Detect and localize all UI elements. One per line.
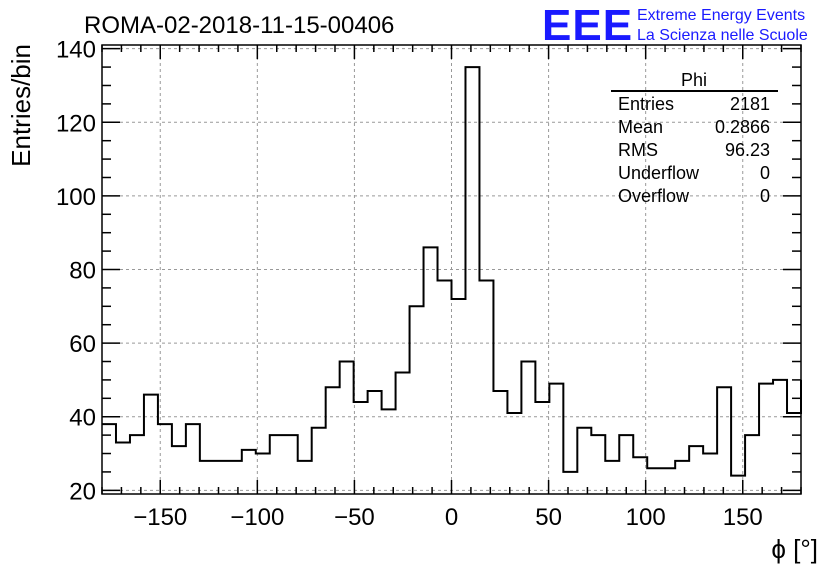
stats-value: 2181 [730,94,770,114]
stats-rows: Entries 2181 Mean 0.2866 RMS 96.23 Underflow 0 O… [618,94,770,206]
logo-letters: EEE [542,1,633,50]
x-tick-label: 0 [445,504,458,531]
x-axis-label: ϕ [°] [771,534,818,564]
stats-box-name: Phi [681,70,707,90]
stats-value: 0 [760,163,770,183]
y-tick-label: 80 [69,258,96,285]
eee-logo: EEE Extreme Energy Events La Scienza nel… [542,1,808,50]
chart-title: ROMA-02-2018-11-15-00406 [84,12,394,39]
stats-label: Overflow [618,186,690,206]
x-tick-label: −50 [334,504,375,531]
y-tick-label: 100 [56,184,96,211]
y-tick-label: 20 [69,478,96,505]
y-tick-label: 40 [69,405,96,432]
x-tick-label: −150 [133,504,187,531]
stats-label: Entries [618,94,674,114]
x-tick-label: 50 [535,504,562,531]
stats-label: RMS [618,140,658,160]
logo-line-2: La Scienza nelle Scuole [637,27,808,44]
y-axis-label: Entries/bin [6,44,36,167]
stats-box: Phi Entries 2181 Mean 0.2866 RMS 96.23 Underfl… [611,70,778,206]
stats-value: 0 [760,186,770,206]
x-tick-label: −100 [230,504,284,531]
stats-label: Mean [618,117,663,137]
axis-ticks [101,45,802,494]
stats-value: 96.23 [725,140,770,160]
y-tick-label: 140 [56,37,96,64]
grid-lines [102,45,801,494]
stats-label: Underflow [618,163,700,183]
x-tick-label: 150 [723,504,763,531]
tick-labels: −150 −100 −50 0 50 100 150 20 40 60 80 100 120 140 [56,37,763,531]
stats-value: 0.2866 [715,117,770,137]
x-tick-label: 100 [626,504,666,531]
logo-line-1: Extreme Energy Events [637,7,805,24]
y-tick-label: 60 [69,331,96,358]
histogram-series [102,66,802,477]
y-tick-label: 120 [56,110,96,137]
